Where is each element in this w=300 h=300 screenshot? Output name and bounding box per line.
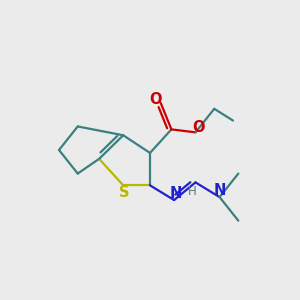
Text: O: O bbox=[149, 92, 162, 107]
Text: S: S bbox=[119, 185, 130, 200]
Text: O: O bbox=[193, 119, 205, 134]
Text: H: H bbox=[188, 185, 197, 198]
Text: N: N bbox=[169, 186, 182, 201]
Text: N: N bbox=[213, 183, 226, 198]
